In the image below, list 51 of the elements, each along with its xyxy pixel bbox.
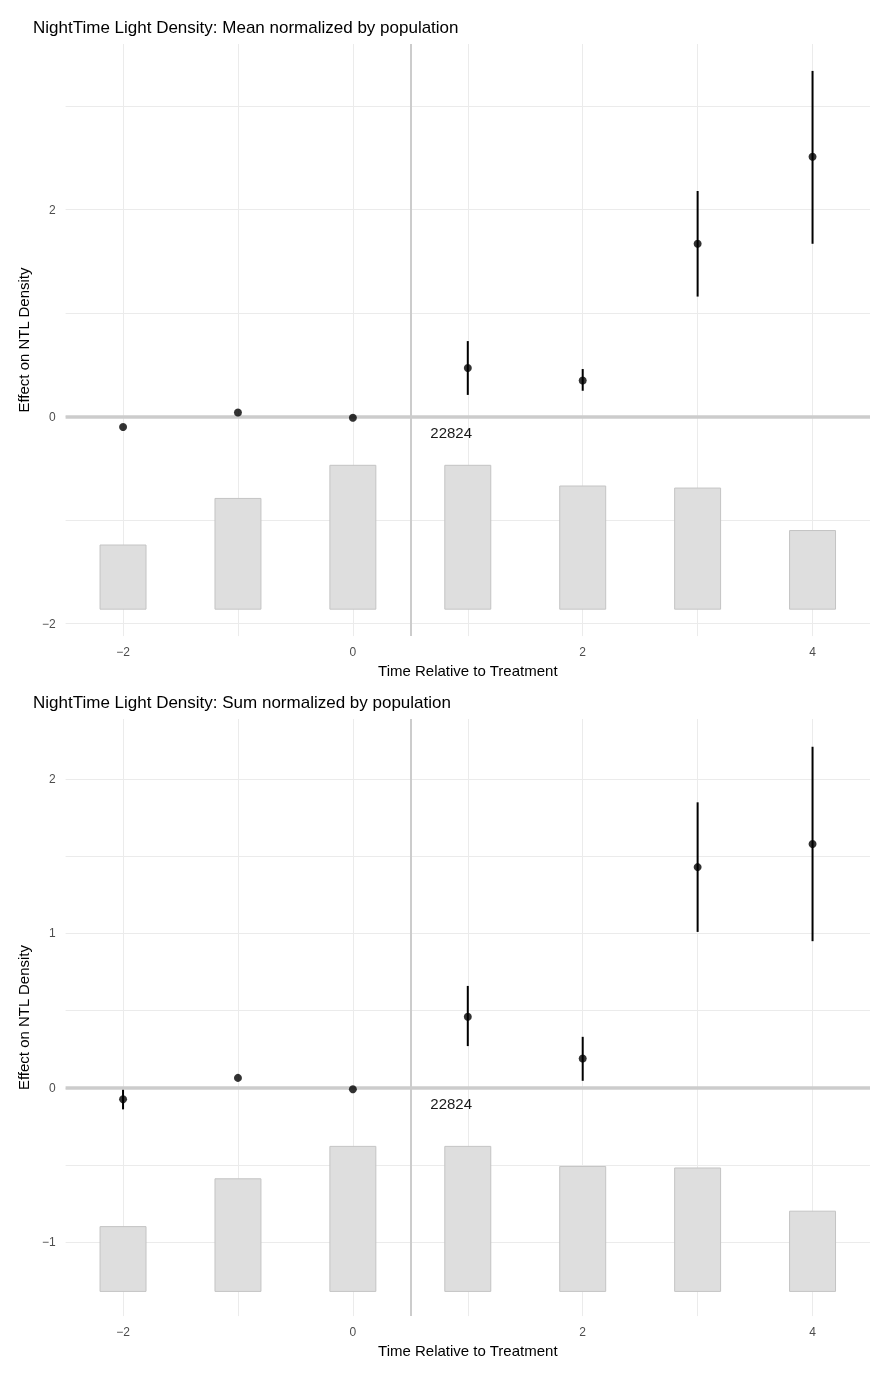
x-tick-label: 2: [579, 645, 587, 660]
point: [693, 239, 702, 248]
y-tick-label: −2: [41, 616, 56, 631]
point: [808, 839, 817, 848]
bar: [789, 530, 837, 610]
y-tick-label: 1: [48, 926, 56, 941]
x-tick-label: −2: [116, 1325, 131, 1340]
bar: [444, 464, 492, 610]
bar: [214, 1178, 262, 1292]
y-tick-label: 0: [48, 409, 56, 424]
y-tick-label: −1: [41, 1235, 56, 1250]
point: [233, 408, 242, 417]
y-tick-label: 0: [48, 1080, 56, 1095]
bar: [559, 485, 607, 610]
point: [463, 364, 472, 372]
bar: [674, 487, 722, 610]
bar: [329, 464, 377, 610]
x-tick-label: 4: [809, 645, 817, 660]
x-axis-title: Time Relative to Treatment: [378, 662, 559, 679]
x-tick-label: 0: [349, 1325, 357, 1340]
point: [348, 413, 357, 422]
bar: [99, 544, 147, 610]
point: [119, 423, 128, 431]
bar: [329, 1145, 377, 1292]
point: [119, 1095, 128, 1104]
x-tick-label: 0: [349, 645, 357, 660]
point: [348, 1085, 357, 1094]
chart-title: NightTime Light Density: Sum normalized by population: [33, 693, 451, 712]
point: [578, 376, 587, 385]
point: [808, 152, 817, 161]
chart-title: NightTime Light Density: Mean normalized by population: [33, 18, 459, 37]
point: [233, 1073, 242, 1082]
y-axis-title: Effect on NTL Density: [15, 267, 32, 413]
x-tick-label: −2: [116, 645, 131, 660]
y-tick-label: 2: [48, 202, 56, 217]
point: [463, 1012, 472, 1021]
annotation: 22824: [430, 1094, 473, 1112]
x-tick-label: 2: [579, 1325, 587, 1340]
bar: [99, 1226, 147, 1292]
point: [693, 863, 702, 872]
y-tick-label: 2: [48, 772, 56, 787]
y-axis-title: Effect on NTL Density: [15, 944, 32, 1091]
annotation: 22824: [430, 423, 473, 441]
bar: [789, 1210, 837, 1292]
bar: [674, 1167, 722, 1292]
x-tick-label: 4: [809, 1325, 817, 1340]
x-axis-title: Time Relative to Treatment: [378, 1342, 559, 1359]
point: [578, 1054, 587, 1063]
bar: [444, 1145, 492, 1292]
bar: [214, 497, 262, 610]
bar: [559, 1165, 607, 1292]
